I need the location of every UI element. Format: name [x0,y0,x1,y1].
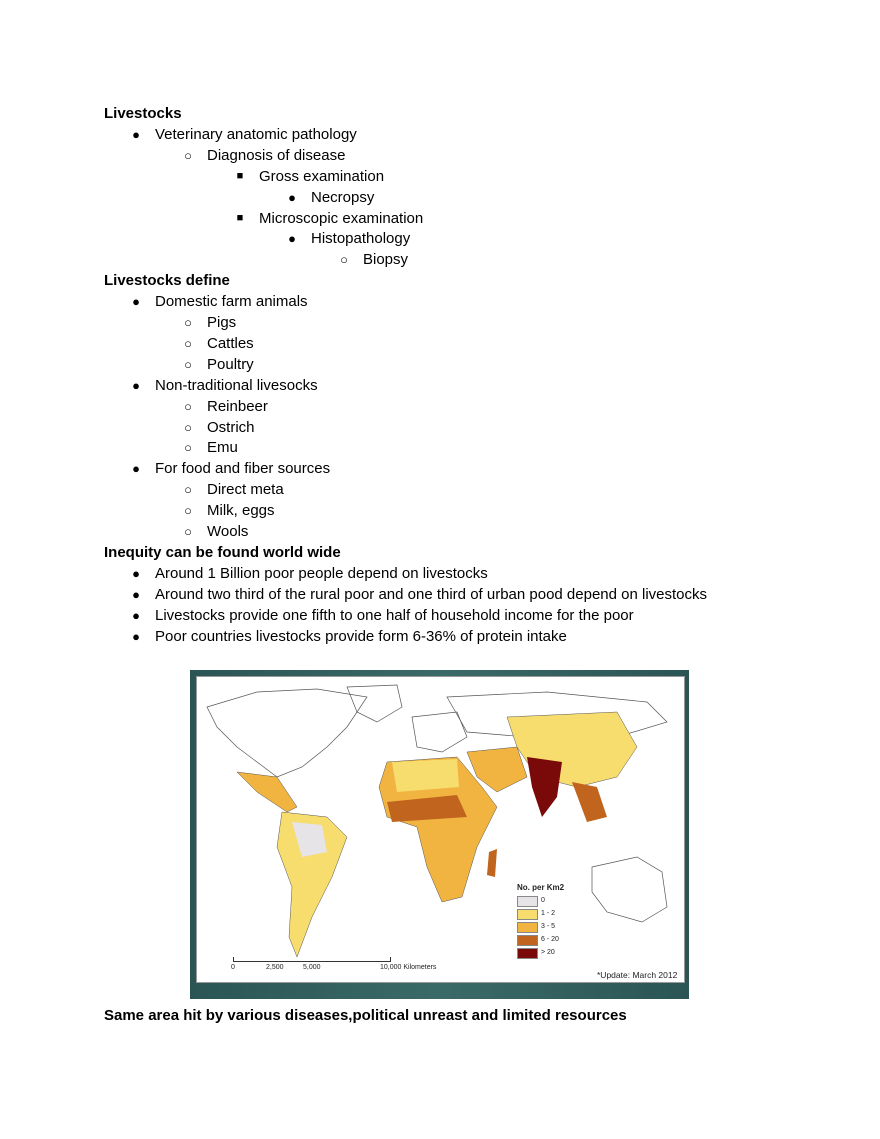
list-item-text: Biopsy [363,251,409,269]
greenland [346,684,403,723]
map-canvas: No. per Km2 0 1 - 2 3 - 5 6 - 20 > 20 0 2,50… [196,676,685,983]
bullet-icon: ○ [184,482,192,498]
update-note: *Update: March 2012 [597,970,678,980]
bullet-icon: ■ [236,169,244,182]
list-item-text: Livestocks provide one fifth to one half… [155,606,634,624]
list-item-text: Non-traditional livesocks [155,376,318,394]
legend-label: 1 - 2 [541,910,556,917]
scale-bar [233,957,391,962]
bullet-icon: ● [132,461,140,477]
bullet-icon: ■ [236,211,244,224]
africa [378,756,498,903]
north-africa [392,759,459,792]
livestock-density-map: No. per Km2 0 1 - 2 3 - 5 6 - 20 > 20 0 2,50… [190,670,689,999]
central-america [236,771,298,813]
bullet-icon: ● [288,231,296,247]
sahel [387,795,467,822]
list-item-text: Poultry [207,355,254,373]
middle-east [466,746,528,793]
list-item-text: Necropsy [311,188,375,206]
bullet-icon: ○ [184,440,192,456]
list-item-text: Cattles [207,334,254,352]
australia [591,856,668,923]
bullet-icon: ● [132,586,140,602]
list-item-text: Milk, eggs [207,502,275,520]
list-item-text: Histopathology [311,230,411,248]
list-item-text: Domestic farm animals [155,293,308,311]
southeast-asia [572,782,607,822]
bullet-icon: ● [132,628,140,644]
legend-label: 3 - 5 [541,923,556,930]
bullet-icon: ○ [184,398,192,414]
europe [411,711,468,753]
bullet-icon: ● [132,126,140,142]
bullet-icon: ○ [184,315,192,330]
list-item-text: Direct meta [207,481,284,499]
bullet-icon: ● [132,377,140,393]
north-america [206,688,368,778]
list-item-text: Ostrich [207,418,255,436]
bullet-icon: ● [132,607,140,623]
russia [446,691,668,738]
legend-swatch [517,909,538,920]
bullet-icon: ○ [184,503,192,519]
bullet-icon: ○ [340,252,348,268]
legend-swatch [517,896,538,907]
legend-label: 0 [541,897,545,904]
section-heading: Livestocks define [104,272,230,290]
list-item-text: Microscopic examination [259,209,424,227]
bullet-icon: ● [288,189,296,205]
scale-label: 0 [231,964,235,971]
bullet-icon: ○ [184,524,192,539]
list-item-text: Pigs [207,314,237,331]
list-item-text: Poor countries livestocks provide form 6… [155,627,567,645]
amazon [292,822,327,857]
south-america [276,811,348,958]
list-item-text: Wools [207,523,249,540]
madagascar [487,849,497,877]
list-item-text: Diagnosis of disease [207,146,346,164]
bullet-icon: ○ [184,356,192,372]
bullet-icon: ● [132,565,140,581]
bullet-icon: ○ [184,419,192,435]
list-item-text: Gross examination [259,167,385,185]
section-heading: Inequity can be found world wide [104,543,341,561]
scale-label: 10,000 Kilometers [380,964,437,971]
list-item-text: Around two third of the rural poor and o… [155,585,708,603]
list-item-text: Reinbeer [207,397,268,415]
bullet-icon: ○ [184,147,192,163]
bullet-icon: ● [132,294,140,310]
list-item-text: Around 1 Billion poor people depend on l… [155,564,488,582]
list-item-text: For food and fiber sources [155,460,331,478]
scale-label: 2,500 [266,964,284,971]
legend-label: 6 - 20 [541,936,559,943]
section-heading: Livestocks [104,105,182,122]
legend-swatch [517,948,538,959]
india [527,757,562,817]
list-item-text: Veterinary anatomic pathology [155,125,357,143]
legend-label: > 20 [541,949,555,956]
bullet-icon: ○ [184,335,192,351]
footer-heading: Same area hit by various diseases,politi… [104,1007,627,1024]
legend-title: No. per Km2 [517,883,565,892]
list-item-text: Emu [207,439,238,457]
legend-swatch [517,935,538,946]
scale-label: 5,000 [303,964,321,971]
world-map [206,684,668,958]
legend-swatch [517,922,538,933]
